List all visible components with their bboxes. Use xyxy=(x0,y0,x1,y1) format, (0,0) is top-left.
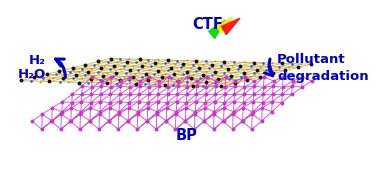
Polygon shape xyxy=(217,17,232,33)
FancyArrowPatch shape xyxy=(56,59,65,77)
FancyArrowPatch shape xyxy=(265,59,273,76)
Polygon shape xyxy=(209,20,225,39)
Text: H₂O: H₂O xyxy=(18,68,46,81)
Text: H₂: H₂ xyxy=(29,54,46,67)
Text: CTF: CTF xyxy=(192,17,223,32)
Text: Pollutant
degradation: Pollutant degradation xyxy=(277,53,369,83)
Text: BP: BP xyxy=(175,128,197,143)
Polygon shape xyxy=(222,18,240,35)
